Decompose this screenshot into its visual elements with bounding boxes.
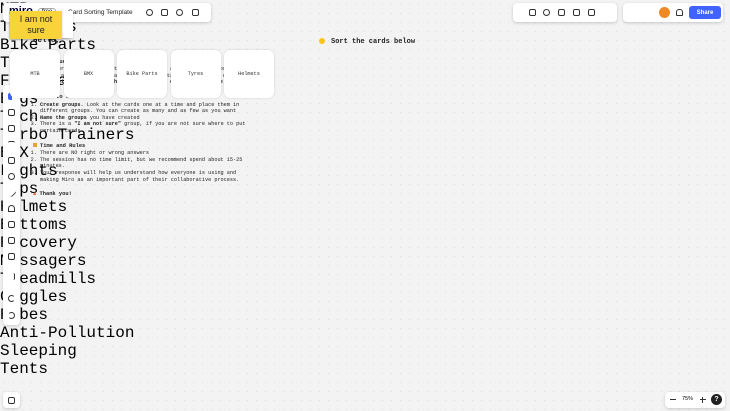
list-item: There are NO right or wrong answers [40,150,248,157]
card[interactable]: Massagers [0,252,87,270]
text: Your response will help us understand ho… [40,169,240,183]
list-item: Create groups. Look at the cards one at … [40,102,248,115]
heading-dot [319,38,325,44]
pen-tool[interactable] [8,205,15,212]
text: There are NO right or wrong answers [40,150,149,157]
template-tool[interactable] [8,109,15,116]
tool-icon[interactable] [573,9,580,16]
card[interactable]: Anti-Pollution [0,324,135,342]
export-icon[interactable] [161,9,168,16]
card[interactable]: Tents [0,360,49,378]
tool-icon[interactable] [588,9,595,16]
text: you have created [86,114,140,121]
crop-tool[interactable] [8,237,15,244]
card[interactable]: MTB [10,50,60,98]
notifications-icon[interactable] [676,9,683,16]
panel-icon[interactable] [8,397,15,404]
card[interactable]: Bike Parts [0,36,97,54]
section-heading-text: Time and Rules [40,142,86,149]
board-title[interactable]: Card Sorting Template [68,9,133,16]
list-item: Your response will help us understand ho… [40,170,248,183]
card[interactable]: Tyres [170,50,221,98]
closing: ▲ Thank you! [33,191,72,198]
list-item: Name the groups you have created [40,115,248,122]
card[interactable]: Goggles [0,288,68,306]
collab-toolbar: Share [623,3,723,22]
text: group, if you are not sure where to put … [40,121,246,134]
card[interactable]: Helmets [0,198,68,216]
select-tool[interactable] [8,93,15,100]
section-icon [33,142,37,147]
board-menu [3,392,20,408]
redo[interactable] [8,312,15,319]
text: There is a [40,121,75,128]
bold-text: "I am not sure" [74,121,121,128]
more-icon[interactable] [192,9,199,16]
avatar[interactable] [659,7,670,18]
text: The session has no time limit, but we re… [40,156,243,170]
share-button[interactable]: Share [689,6,721,19]
bold-text: Create groups. [40,101,84,108]
settings-icon[interactable] [146,9,153,16]
text: Look at the cards one at a time and plac… [40,101,240,115]
more-tools[interactable] [8,273,15,280]
frame-tool[interactable] [8,125,15,132]
section-heading: Time and Rules [33,142,248,150]
card[interactable]: Treadmills [0,270,97,288]
list-item: There is a "I am not sure" group, if you… [40,121,248,134]
zoom-level: 75% [682,396,694,402]
card[interactable]: Helmets [224,50,274,98]
upload-tool[interactable] [8,253,15,260]
group-label: I am not sure [10,11,62,39]
card[interactable]: BMX [63,50,114,98]
undo[interactable] [8,295,15,302]
card[interactable]: Sleeping [0,342,77,360]
timer-icon[interactable] [543,9,550,16]
help-button[interactable]: ? [711,394,722,405]
card[interactable]: Turbo Trainers [0,126,135,144]
zoom-out[interactable] [670,399,676,401]
list: Create groups. Look at the cards one at … [33,102,248,135]
closing-text: Thank you! [39,191,72,198]
card[interactable]: Bike Parts [117,50,167,98]
shape-tool[interactable] [8,173,15,180]
sticky-tool[interactable] [8,157,15,164]
list: There are NO right or wrong answersThe s… [33,150,248,183]
search-icon[interactable] [176,9,183,16]
greeting: Hello, [33,37,61,45]
list-item: The session has no time limit, but we re… [40,157,248,170]
left-toolbar [3,85,20,325]
line-tool[interactable] [6,187,17,198]
comment-tool[interactable] [8,221,15,228]
top-right-toolbar [513,3,617,22]
text-tool[interactable] [8,141,15,148]
sort-heading: Sort the cards below [331,38,416,46]
card[interactable]: Robes [0,306,49,324]
card[interactable]: Bottoms [0,216,68,234]
zoom-in[interactable] [700,397,706,403]
card[interactable]: Recovery [0,234,77,252]
section-heading-text: What to do? [40,93,76,100]
tool-icon[interactable] [558,9,565,16]
tool-icon[interactable] [529,9,536,16]
bold-text: Name the groups [40,114,87,121]
zoom-controls: 75% ? [665,392,725,408]
